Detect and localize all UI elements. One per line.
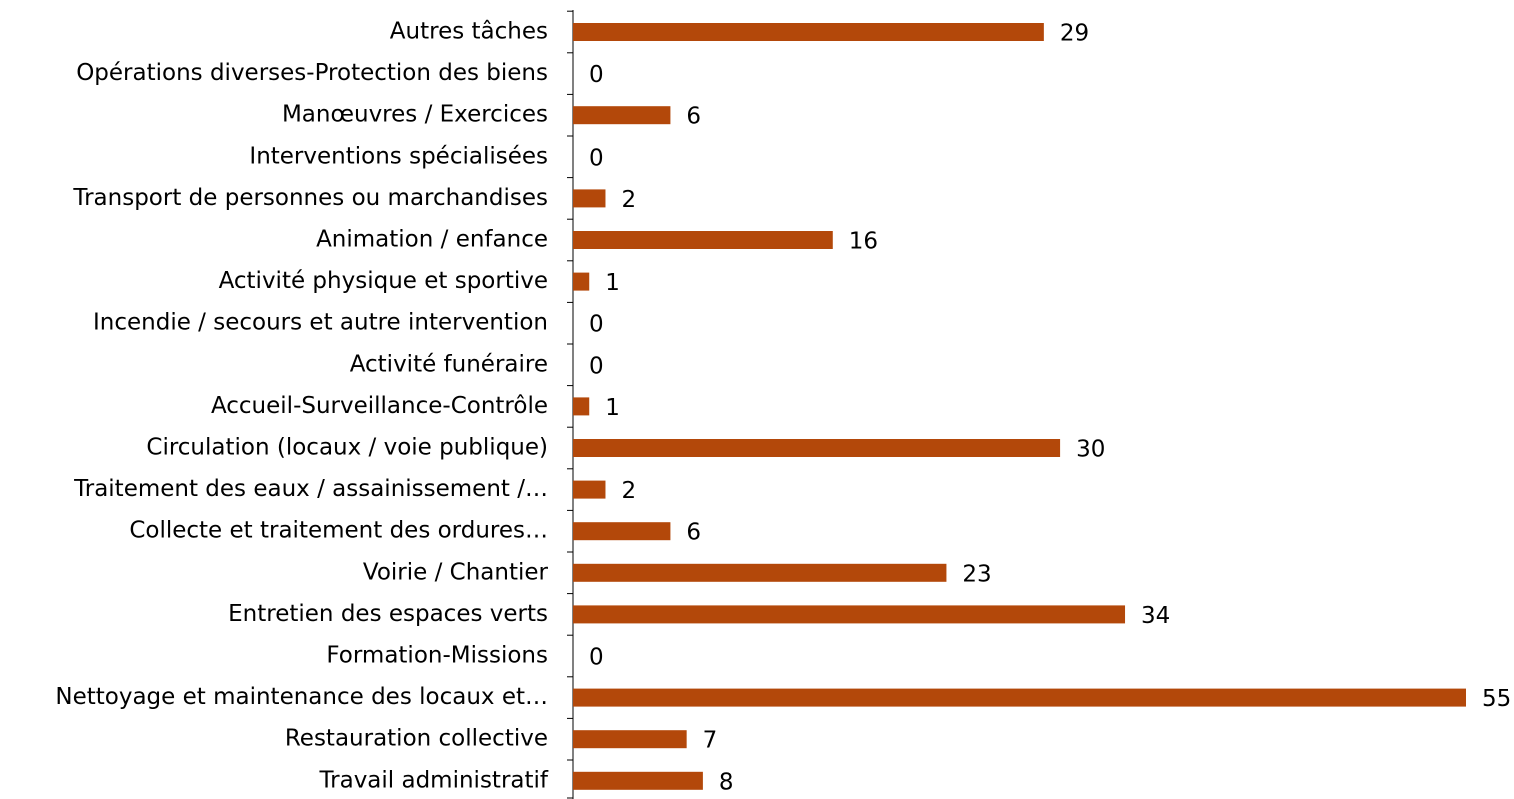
value-label: 1: [605, 270, 620, 296]
value-label: 2: [621, 478, 636, 504]
bar: [573, 439, 1061, 457]
category-label: Activité funéraire: [350, 351, 548, 377]
category-label: Entretien des espaces verts: [228, 601, 548, 627]
bar: [573, 605, 1126, 624]
bar: [573, 480, 606, 499]
category-label: Activité physique et sportive: [219, 268, 548, 294]
bar: [573, 771, 703, 790]
bar: [573, 688, 1466, 707]
value-label: 55: [1482, 686, 1511, 712]
value-label: 6: [686, 104, 701, 130]
category-label: Animation / enfance: [316, 227, 548, 253]
bar: [573, 730, 687, 749]
value-label: 16: [849, 229, 878, 255]
bar: [573, 522, 671, 541]
category-label: Opérations diverses-Protection des biens: [76, 60, 548, 86]
value-label: 30: [1076, 437, 1105, 463]
category-label: Transport de personnes ou marchandises: [72, 185, 548, 211]
value-label: 34: [1141, 603, 1170, 629]
category-label: Voirie / Chantier: [363, 559, 549, 585]
value-label: 0: [589, 645, 604, 671]
bar: [573, 272, 590, 291]
category-label: Interventions spécialisées: [249, 143, 548, 169]
category-label: Formation-Missions: [326, 643, 548, 669]
category-label: Manœuvres / Exercices: [282, 102, 548, 128]
bar: [573, 23, 1044, 41]
value-label: 0: [589, 62, 604, 88]
category-label: Restauration collective: [285, 726, 548, 752]
value-label: 0: [589, 145, 604, 171]
category-label: Incendie / secours et autre intervention: [93, 310, 548, 336]
value-label: 0: [589, 353, 604, 379]
value-label: 1: [605, 395, 620, 421]
value-label: 29: [1060, 21, 1089, 47]
category-label: Traitement des eaux / assainissement /…: [73, 476, 548, 502]
bar: [573, 189, 606, 208]
bar: [573, 397, 590, 416]
category-label: Accueil-Surveillance-Contrôle: [211, 393, 548, 419]
value-label: 7: [703, 728, 718, 754]
value-label: 23: [962, 561, 991, 587]
value-label: 6: [686, 520, 701, 546]
bar: [573, 231, 833, 249]
category-label: Autres tâches: [390, 19, 548, 45]
value-label: 8: [719, 769, 734, 795]
category-label: Travail administratif: [318, 767, 548, 793]
category-label: Collecte et traitement des ordures…: [129, 518, 548, 544]
category-label: Nettoyage et maintenance des locaux et…: [55, 684, 548, 710]
value-label: 0: [589, 312, 604, 338]
value-label: 2: [621, 187, 636, 213]
bar: [573, 106, 671, 125]
bar: [573, 563, 947, 582]
category-label: Circulation (locaux / voie publique): [146, 435, 548, 461]
